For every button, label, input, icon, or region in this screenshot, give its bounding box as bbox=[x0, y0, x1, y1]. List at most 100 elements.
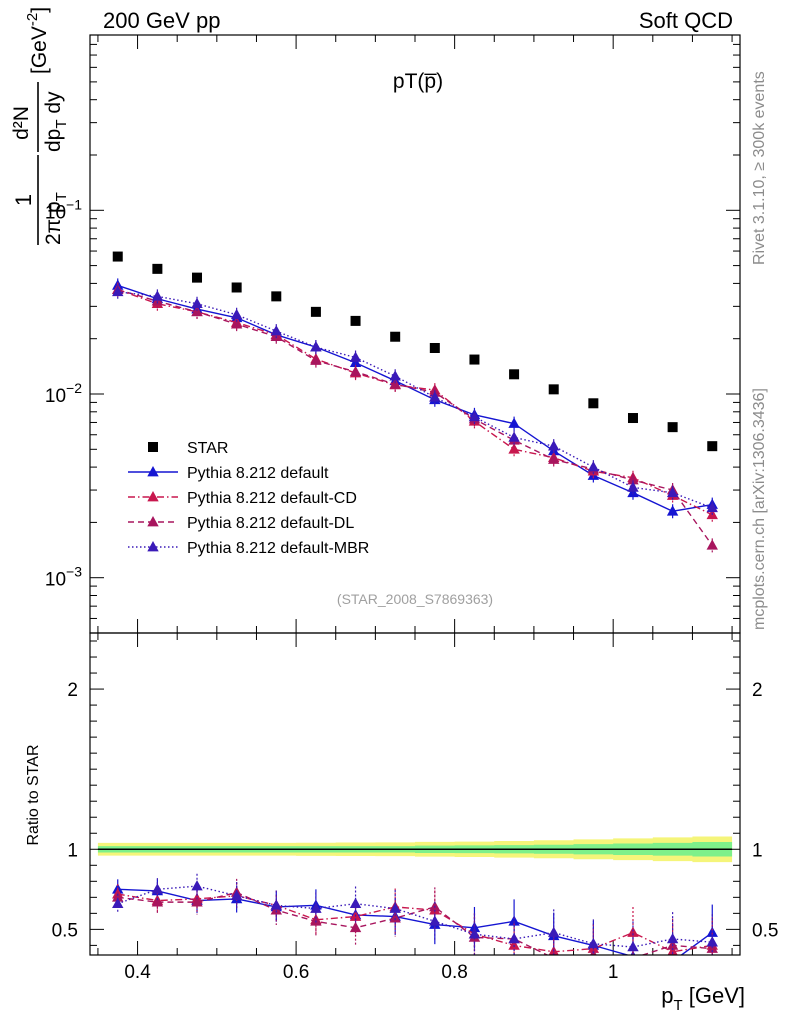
ratio-plot-data bbox=[112, 873, 718, 955]
data-point bbox=[151, 290, 164, 301]
data-point bbox=[350, 315, 361, 326]
ratio-data-point bbox=[429, 915, 441, 926]
ratio-data-point bbox=[666, 932, 679, 944]
svg-text:[GeV-2]: [GeV-2] bbox=[24, 7, 51, 74]
ratio-series-3 bbox=[112, 873, 718, 955]
series-line bbox=[117, 291, 713, 509]
data-point bbox=[112, 251, 123, 262]
x-tick-label: 0.4 bbox=[124, 962, 151, 983]
data-point bbox=[548, 453, 560, 464]
ratio-data-point bbox=[151, 883, 164, 894]
ratio-y-tick-label-right: 2 bbox=[752, 680, 763, 701]
y-tick-label: 10−1 bbox=[45, 196, 82, 223]
data-point bbox=[191, 297, 203, 309]
data-point bbox=[508, 417, 520, 428]
legend-label: STAR bbox=[187, 440, 228, 457]
legend-marker bbox=[147, 541, 159, 552]
x-tick-label: 0.8 bbox=[441, 962, 467, 983]
series-0 bbox=[112, 251, 718, 452]
ratio-data-point bbox=[548, 926, 560, 937]
data-point bbox=[270, 330, 282, 342]
data-point bbox=[389, 378, 401, 389]
series-4 bbox=[112, 284, 718, 515]
mcplots-label: mcplots.cern.ch [arXiv:1306.3436] bbox=[751, 388, 768, 630]
y-label-unit-sup: -2 bbox=[24, 13, 41, 26]
main-plot: 10−3 10−2 10−1 bbox=[45, 34, 741, 634]
ratio-series-line bbox=[117, 893, 713, 953]
ratio-y-tick-label: 2 bbox=[67, 680, 78, 701]
y-label-frac-num: 1 bbox=[11, 194, 36, 206]
data-point bbox=[429, 391, 441, 402]
data-point bbox=[508, 431, 520, 442]
legend-entry: STAR bbox=[148, 440, 228, 457]
y-label-frac-den: 2π p bbox=[42, 201, 65, 245]
ratio-data-point bbox=[508, 915, 520, 926]
data-point bbox=[666, 486, 679, 498]
x-tick-label: 1 bbox=[608, 962, 619, 983]
data-point bbox=[469, 354, 480, 365]
x-tick-label: 0.6 bbox=[283, 962, 309, 983]
data-point bbox=[310, 354, 322, 365]
svg-text:dpT dy: dpT dy bbox=[42, 91, 70, 152]
series-line bbox=[117, 284, 713, 512]
series-line bbox=[117, 288, 713, 516]
data-point bbox=[666, 505, 679, 516]
ratio-data-point bbox=[468, 928, 481, 939]
ratio-y-axis-label: Ratio to STAR bbox=[25, 744, 42, 845]
ratio-data-point bbox=[191, 880, 203, 891]
data-point bbox=[468, 410, 481, 422]
ratio-data-point bbox=[310, 915, 322, 926]
data-point bbox=[429, 342, 440, 353]
y-label-unit: [GeV bbox=[28, 26, 51, 74]
svg-text:2π pT: 2π pT bbox=[42, 192, 70, 245]
data-point bbox=[230, 318, 243, 329]
rivet-version-label: Rivet 3.1.10, ≥ 300k events bbox=[751, 71, 768, 265]
data-point bbox=[390, 331, 401, 342]
legend-entry: Pythia 8.212 default-DL bbox=[128, 515, 354, 532]
data-point bbox=[627, 413, 638, 424]
data-point bbox=[706, 539, 718, 550]
data-point bbox=[191, 305, 203, 317]
ratio-data-point bbox=[151, 896, 164, 907]
ratio-data-point bbox=[508, 939, 520, 950]
ratio-data-point bbox=[627, 926, 639, 937]
y-tick-label: 10−2 bbox=[45, 380, 82, 407]
ratio-y-tick-label-right: 1 bbox=[752, 840, 763, 861]
ratio-data-point bbox=[627, 940, 639, 952]
y-label-deriv-num: d²N bbox=[10, 106, 33, 140]
ratio-y-tick-label-right: 0.5 bbox=[752, 920, 778, 941]
data-point bbox=[548, 440, 560, 451]
data-point bbox=[389, 370, 401, 381]
series-line bbox=[117, 288, 713, 546]
ratio-plot-frame bbox=[89, 632, 741, 956]
y-label-frac-den-sub: T bbox=[53, 192, 70, 201]
legend-marker bbox=[147, 466, 159, 477]
data-point bbox=[152, 263, 163, 274]
data-point bbox=[667, 422, 678, 433]
data-point bbox=[706, 501, 718, 513]
ratio-data-point bbox=[230, 889, 243, 901]
data-point bbox=[509, 369, 520, 380]
x-axis-label: pT [GeV] bbox=[661, 983, 745, 1014]
data-point bbox=[349, 365, 362, 377]
ratio-y-tick-label: 1 bbox=[67, 840, 78, 861]
y-label-deriv-den: dp bbox=[42, 129, 65, 152]
data-point bbox=[707, 441, 718, 452]
data-point bbox=[627, 474, 639, 485]
y-label-deriv-den-tail: dy bbox=[42, 91, 65, 120]
data-point bbox=[270, 325, 282, 336]
ratio-data-point bbox=[349, 897, 362, 909]
legend-entry: Pythia 8.212 default bbox=[128, 465, 329, 482]
data-point bbox=[349, 356, 362, 368]
data-point bbox=[349, 351, 362, 362]
legend-label: Pythia 8.212 default-CD bbox=[187, 490, 357, 507]
data-point bbox=[192, 272, 203, 283]
legend-label: Pythia 8.212 default-MBR bbox=[187, 540, 369, 557]
ratio-data-point bbox=[706, 936, 718, 947]
main-y-axis-label: 1 2π pT d²N dpT dy [GeV-2] bbox=[10, 7, 70, 245]
data-point bbox=[112, 285, 124, 297]
main-plot-data bbox=[112, 251, 718, 553]
data-point bbox=[310, 341, 322, 352]
ratio-data-point bbox=[112, 891, 124, 902]
